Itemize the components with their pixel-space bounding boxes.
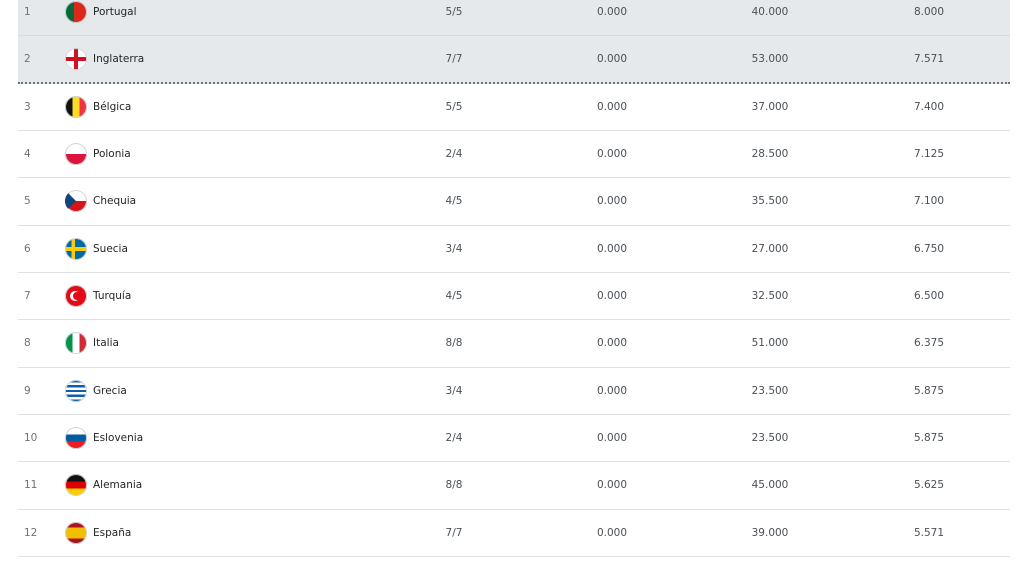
value-2: 0.000 [596, 242, 628, 255]
played: 5/5 [445, 6, 463, 19]
belgium-flag-icon [65, 95, 87, 118]
country-name[interactable]: Suecia [93, 242, 128, 255]
total: 45.000 [751, 479, 789, 492]
country-name[interactable]: Eslovenia [93, 432, 144, 445]
turkey-flag-icon [65, 285, 87, 308]
average: 6.750 [913, 242, 945, 255]
spain-flag-icon [65, 521, 87, 544]
table-row[interactable]: 1 Portugal 5/5 0.000 40.000 8.000 [18, 0, 1010, 37]
value-2: 0.000 [596, 479, 628, 492]
rank: 11 [24, 479, 38, 492]
poland-flag-icon [65, 143, 87, 166]
total: 51.000 [751, 337, 789, 350]
played: 5/5 [445, 100, 463, 113]
rank: 9 [24, 384, 31, 397]
portugal-flag-icon [65, 1, 87, 24]
country-name[interactable]: España [93, 526, 132, 539]
country-name[interactable]: Turquía [93, 290, 132, 303]
value-2: 0.000 [596, 52, 628, 65]
value-2: 0.000 [596, 384, 628, 397]
total: 40.000 [751, 6, 789, 19]
value-2: 0.000 [596, 6, 628, 19]
country-name[interactable]: Italia [93, 337, 119, 350]
total: 39.000 [751, 526, 789, 539]
table-row[interactable]: 12 España 7/7 0.000 39.000 5.571 [18, 510, 1010, 557]
country-name[interactable]: Inglaterra [93, 52, 145, 65]
average: 8.000 [913, 6, 945, 19]
rank: 3 [24, 100, 31, 113]
value-2: 0.000 [596, 337, 628, 350]
played: 7/7 [445, 52, 463, 65]
total: 37.000 [751, 100, 789, 113]
average: 5.625 [913, 479, 945, 492]
table-row[interactable]: 11 Alemania 8/8 0.000 45.000 5.625 [18, 462, 1010, 510]
total: 23.500 [751, 384, 789, 397]
value-2: 0.000 [596, 195, 628, 208]
average: 5.571 [913, 526, 945, 539]
czechia-flag-icon [65, 190, 87, 213]
table-row[interactable]: 4 Polonia 2/4 0.000 28.500 7.125 [18, 131, 1010, 179]
total: 32.500 [751, 290, 789, 303]
average: 7.400 [913, 100, 945, 113]
slovenia-flag-icon [65, 427, 87, 450]
italy-flag-icon [65, 332, 87, 355]
total: 53.000 [751, 52, 789, 65]
rank: 6 [24, 242, 31, 255]
total: 35.500 [751, 195, 789, 208]
england-flag-icon [65, 47, 87, 70]
ranking-table: 1 Portugal 5/5 0.000 40.000 8.000 2 Ingla… [18, 0, 1010, 557]
average: 5.875 [913, 432, 945, 445]
country-name[interactable]: Polonia [93, 148, 131, 161]
table-row[interactable]: 2 Inglaterra 7/7 0.000 53.000 7.571 [18, 36, 1010, 84]
country-name[interactable]: Alemania [93, 479, 143, 492]
rank: 10 [24, 432, 38, 445]
played: 2/4 [445, 148, 463, 161]
country-name[interactable]: Grecia [93, 384, 127, 397]
table-row[interactable]: 9 Grecia 3/4 0.000 23.500 5.875 [18, 368, 1010, 415]
played: 3/4 [445, 242, 463, 255]
average: 6.375 [913, 337, 945, 350]
country-name[interactable]: Portugal [93, 6, 137, 19]
sweden-flag-icon [65, 237, 87, 260]
average: 7.100 [913, 195, 945, 208]
value-2: 0.000 [596, 290, 628, 303]
played: 8/8 [445, 337, 463, 350]
total: 23.500 [751, 432, 789, 445]
value-2: 0.000 [596, 432, 628, 445]
table-row[interactable]: 8 Italia 8/8 0.000 51.000 6.375 [18, 320, 1010, 368]
total: 27.000 [751, 242, 789, 255]
average: 5.875 [913, 384, 945, 397]
country-name[interactable]: Bélgica [93, 100, 132, 113]
rank: 5 [24, 195, 31, 208]
rank: 1 [24, 6, 31, 19]
table-row[interactable]: 5 Chequia 4/5 0.000 35.500 7.100 [18, 178, 1010, 226]
played: 3/4 [445, 384, 463, 397]
played: 2/4 [445, 432, 463, 445]
played: 4/5 [445, 195, 463, 208]
average: 6.500 [913, 290, 945, 303]
played: 8/8 [445, 479, 463, 492]
value-2: 0.000 [596, 100, 628, 113]
total: 28.500 [751, 148, 789, 161]
table-row[interactable]: 10 Eslovenia 2/4 0.000 23.500 5.875 [18, 415, 1010, 463]
rank: 12 [24, 526, 38, 539]
table-row[interactable]: 7 Turquía 4/5 0.000 32.500 6.500 [18, 273, 1010, 321]
played: 4/5 [445, 290, 463, 303]
value-2: 0.000 [596, 148, 628, 161]
country-name[interactable]: Chequia [93, 195, 137, 208]
played: 7/7 [445, 526, 463, 539]
table-row[interactable]: 3 Bélgica 5/5 0.000 37.000 7.400 [18, 84, 1010, 131]
rank: 7 [24, 290, 31, 303]
greece-flag-icon [65, 379, 87, 402]
average: 7.125 [913, 148, 945, 161]
average: 7.571 [913, 52, 945, 65]
rank: 4 [24, 148, 31, 161]
rank: 2 [24, 52, 31, 65]
germany-flag-icon [65, 474, 87, 497]
value-2: 0.000 [596, 526, 628, 539]
table-row[interactable]: 6 Suecia 3/4 0.000 27.000 6.750 [18, 226, 1010, 273]
rank: 8 [24, 337, 31, 350]
